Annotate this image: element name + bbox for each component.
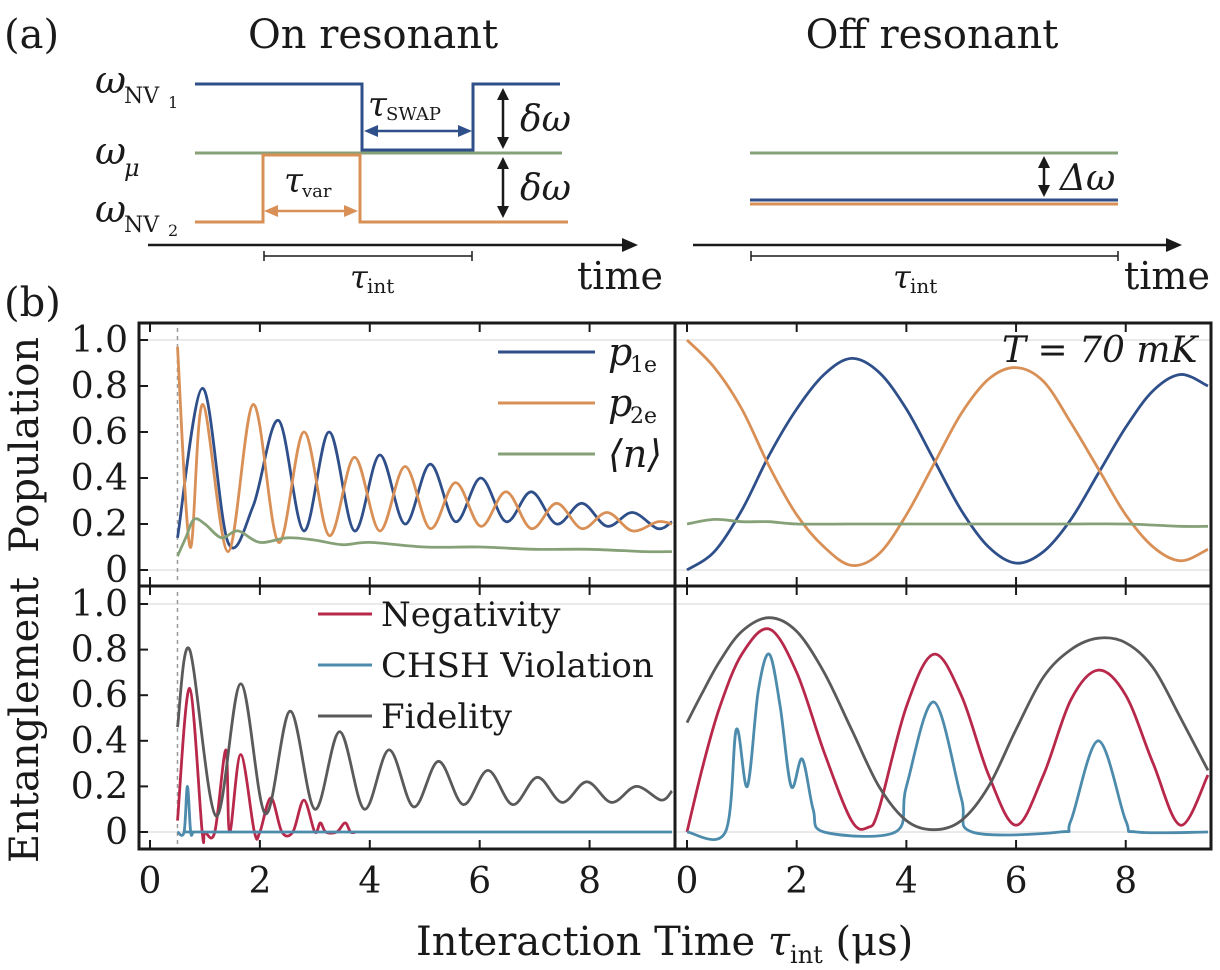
y-tick-label: 0.4: [71, 458, 128, 499]
nv-index: 2: [168, 221, 178, 240]
panel-b-label: (b): [4, 280, 61, 326]
label-omega-nv1: ω NV 1: [95, 58, 178, 112]
nv-subscript: NV: [124, 213, 160, 238]
xlabel-text: Interaction Time τint (μs): [416, 919, 913, 969]
series-line-p2e: [686, 339, 1209, 567]
x-tick-label: 2: [248, 861, 271, 902]
series-line-fidelity: [176, 646, 674, 818]
y-tick-label: 0: [105, 550, 128, 591]
legend-label: p: [608, 330, 632, 374]
legend-entanglement: Negativity CHSH Violation Fidelity: [318, 595, 654, 737]
tau-var-annotation: τ var: [264, 161, 358, 217]
time-axis-on: time τ int: [148, 238, 663, 298]
x-tick-label: 0: [139, 861, 162, 902]
delta-omega-upper: δω: [497, 88, 571, 149]
legend-label: Fidelity: [381, 697, 513, 737]
xlabel-tau: τ: [768, 919, 791, 965]
mu-subscript: μ: [124, 154, 140, 182]
label-omega-nv2: ω NV 2: [95, 187, 178, 240]
on-resonant-title: On resonant: [248, 12, 498, 58]
tau-swap-annotation: τ SWAP: [364, 85, 472, 137]
series-line-p2e: [176, 346, 673, 553]
xlabel-sub: int: [790, 941, 823, 969]
omega-symbol: ω: [95, 58, 126, 102]
y-tick-label: 1.0: [71, 584, 128, 625]
int-subscript: int: [910, 274, 937, 298]
plot-layer: 00.20.40.60.81.00 2 4 6 800.20.40.60.81.00 2 4…: [71, 320, 1210, 902]
x-tick-label: 0: [676, 861, 699, 902]
delta-omega-label: δω: [520, 99, 571, 140]
tau-symbol: τ: [350, 258, 369, 296]
x-tick-label: 8: [578, 861, 601, 902]
tau-symbol: τ: [893, 258, 912, 296]
tau-symbol: τ: [284, 161, 304, 201]
legend-subscript: 1e: [630, 353, 657, 378]
nv2-level-trace: [195, 153, 568, 224]
legend-label: CHSH Violation: [381, 646, 654, 686]
nv1-level-trace: [195, 82, 560, 152]
panel-a-label: (a): [4, 12, 59, 58]
series-line-negativity: [685, 627, 1210, 833]
tau-symbol: τ: [368, 85, 388, 125]
y-tick-label: 1.0: [71, 320, 128, 361]
y-tick-label: 0: [105, 812, 128, 853]
legend-label: ⟨n⟩: [608, 432, 662, 476]
y-tick-label: 0.8: [71, 630, 128, 671]
Delta-omega-label: Δω: [1058, 158, 1115, 199]
y-tick-label: 0.4: [71, 721, 128, 762]
temperature-label: T = 70 mK: [1002, 330, 1199, 371]
off-resonant-title: Off resonant: [806, 12, 1059, 58]
x-tick-label: 8: [1114, 861, 1137, 902]
series-line-n: [176, 517, 673, 557]
x-tick-label: 4: [358, 861, 381, 902]
time-axis-off: time τ int: [693, 238, 1210, 298]
series-line-chsh-violation: [686, 652, 1209, 841]
y-tick-label: 0.2: [71, 766, 128, 807]
legend-label: Negativity: [381, 595, 561, 635]
nv-subscript: NV: [124, 84, 160, 109]
delta-omega-lower: δω: [497, 157, 571, 218]
y-tick-label: 0.8: [71, 366, 128, 407]
omega-symbol: ω: [95, 129, 126, 173]
var-subscript: var: [301, 181, 332, 202]
legend-label: p: [608, 381, 632, 425]
label-omega-mu: ω μ: [95, 129, 140, 182]
series-line-n: [686, 517, 1209, 528]
ylabel-population: Population: [2, 337, 48, 553]
int-subscript: int: [367, 274, 394, 298]
x-tick-label: 6: [468, 861, 491, 902]
series-line-p1e: [686, 356, 1209, 572]
ylabel-entanglement: Entanglement: [2, 577, 48, 863]
y-tick-label: 0.2: [71, 504, 128, 545]
Delta-omega-annotation: Δω: [1038, 156, 1115, 199]
xlabel-pre: Interaction Time: [416, 919, 768, 965]
y-tick-label: 0.6: [71, 675, 128, 716]
y-tick-label: 0.6: [71, 412, 128, 453]
legend-subscript: 2e: [630, 404, 657, 429]
omega-symbol: ω: [95, 187, 126, 231]
x-tick-label: 4: [895, 861, 918, 902]
time-label: time: [1124, 254, 1210, 298]
xlabel-unit: (μs): [823, 919, 913, 965]
xlabel-interaction-time: Interaction Time τint (μs): [416, 919, 913, 969]
nv-index: 1: [168, 93, 178, 112]
x-tick-label: 2: [785, 861, 808, 902]
series-line-chsh-violation: [176, 785, 672, 837]
series-line-fidelity: [685, 616, 1210, 832]
delta-omega-label: δω: [520, 168, 571, 209]
swap-subscript: SWAP: [386, 104, 441, 125]
x-tick-label: 6: [1005, 861, 1028, 902]
time-label: time: [577, 254, 663, 298]
series-line-p1e: [176, 386, 673, 550]
